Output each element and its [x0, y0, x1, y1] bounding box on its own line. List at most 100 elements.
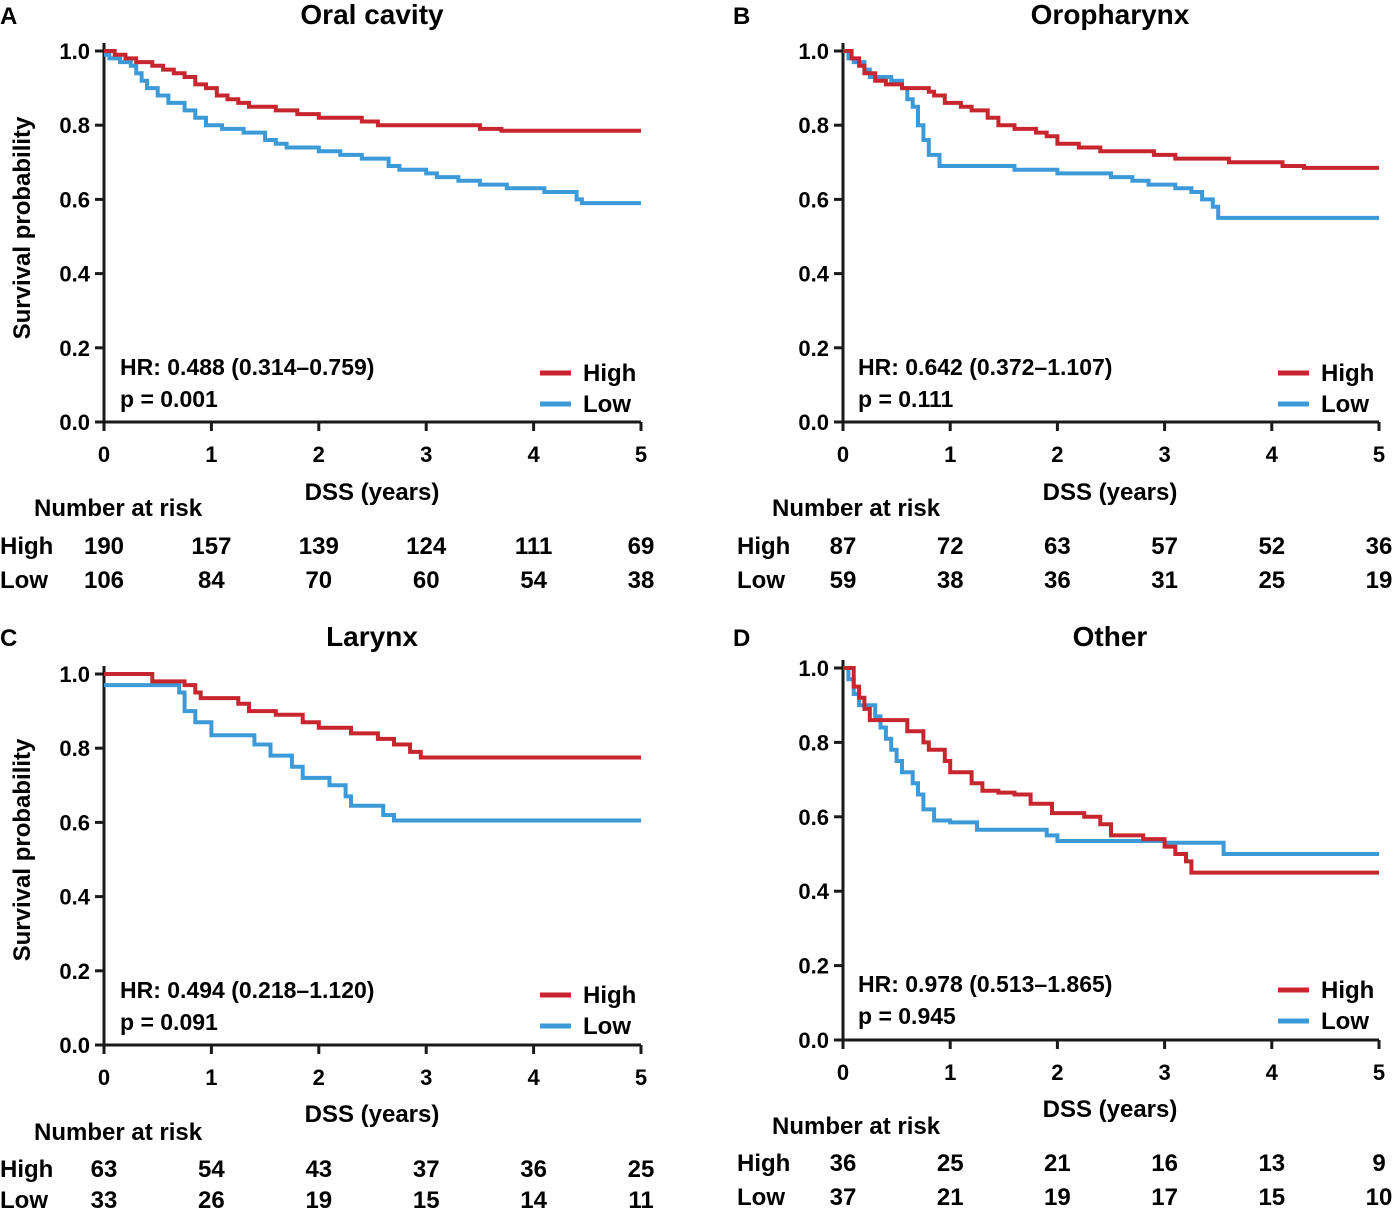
x-tick-label: 5	[635, 1065, 647, 1090]
legend-label-high: High	[1321, 977, 1374, 1004]
x-tick-label: 5	[1373, 442, 1385, 467]
risk-value-low: 36	[1044, 567, 1071, 594]
risk-value-low: 38	[937, 567, 964, 594]
y-tick-label: 0.4	[798, 879, 829, 904]
x-tick-label: 2	[313, 1065, 325, 1090]
km-curve-low	[104, 52, 641, 206]
risk-value-low: 37	[830, 1184, 857, 1211]
risk-value-low: 14	[520, 1187, 547, 1211]
x-tick-label: 4	[527, 442, 540, 467]
x-tick-label: 3	[1158, 442, 1170, 467]
x-tick-label: 4	[527, 1065, 540, 1090]
risk-value-low: 15	[413, 1187, 440, 1211]
y-tick-label: 0.2	[798, 336, 829, 361]
risk-value-low: 54	[520, 567, 547, 594]
risk-value-high: 139	[299, 533, 339, 560]
risk-value-high: 25	[937, 1150, 964, 1177]
legend-label-low: Low	[583, 391, 631, 418]
risk-row-low-label: Low	[0, 567, 48, 594]
y-tick-label: 1.0	[59, 39, 90, 64]
y-tick-label: 0.8	[798, 113, 829, 138]
y-tick-label: 0.2	[59, 336, 90, 361]
risk-value-low: 60	[413, 567, 440, 594]
y-tick-label: 0.6	[59, 187, 90, 212]
x-tick-label: 3	[1158, 1060, 1170, 1085]
legend-label-high: High	[583, 982, 636, 1009]
panel-d: D Other DSS (years) HR: 0.978 (0.513–1.8…	[733, 621, 1392, 1211]
risk-value-high: 63	[91, 1156, 118, 1183]
x-tick-label: 2	[1051, 1060, 1063, 1085]
x-axis-label: DSS (years)	[305, 1101, 440, 1128]
risk-table-title: Number at risk	[34, 495, 203, 522]
risk-value-high: 9	[1372, 1150, 1385, 1177]
km-curve-high	[104, 49, 641, 133]
y-tick-label: 0.8	[798, 730, 829, 755]
risk-value-high: 37	[413, 1156, 440, 1183]
risk-value-low: 106	[84, 567, 124, 594]
y-tick-label: 0.0	[59, 1033, 90, 1058]
x-tick-label: 1	[205, 442, 217, 467]
panel-title: Oropharynx	[1031, 0, 1190, 30]
risk-value-high: 57	[1151, 533, 1178, 560]
risk-value-low: 33	[91, 1187, 118, 1211]
risk-value-low: 11	[628, 1187, 653, 1211]
p-value-text: p = 0.001	[120, 386, 218, 412]
risk-value-low: 59	[830, 567, 857, 594]
risk-row-high-label: High	[737, 533, 790, 560]
x-tick-label: 1	[944, 1060, 956, 1085]
risk-row-high-label: High	[0, 533, 53, 560]
risk-value-low: 19	[305, 1187, 332, 1211]
p-value-text: p = 0.945	[858, 1003, 956, 1029]
legend-label-low: Low	[1321, 391, 1369, 418]
y-tick-label: 0.4	[59, 885, 90, 910]
x-tick-label: 0	[837, 1060, 849, 1085]
panel-c: C Larynx Survival probability DSS (years…	[0, 621, 654, 1211]
risk-value-low: 25	[1258, 567, 1285, 594]
hazard-ratio-text: HR: 0.494 (0.218–1.120)	[120, 977, 374, 1003]
y-tick-label: 0.4	[59, 262, 90, 287]
risk-table-title: Number at risk	[34, 1119, 203, 1146]
y-tick-label: 0.8	[59, 736, 90, 761]
risk-value-high: 36	[520, 1156, 547, 1183]
legend-label-high: High	[583, 360, 636, 387]
y-tick-label: 0.4	[798, 262, 829, 287]
x-axis-label: DSS (years)	[1043, 1096, 1178, 1123]
x-tick-label: 3	[420, 442, 432, 467]
risk-value-high: 87	[830, 533, 857, 560]
risk-value-high: 43	[305, 1156, 332, 1183]
risk-value-low: 15	[1258, 1184, 1285, 1211]
km-curve-low	[104, 683, 641, 823]
risk-value-low: 38	[628, 567, 655, 594]
risk-value-low: 26	[198, 1187, 225, 1211]
panel-b: B Oropharynx DSS (years) HR: 0.642 (0.37…	[733, 0, 1392, 594]
y-tick-label: 1.0	[798, 656, 829, 681]
km-curve-high	[843, 666, 1379, 875]
risk-value-high: 63	[1044, 533, 1071, 560]
y-axis-label: Survival probability	[9, 738, 36, 961]
x-tick-label: 1	[205, 1065, 217, 1090]
x-tick-label: 0	[98, 1065, 110, 1090]
x-tick-label: 0	[98, 442, 110, 467]
risk-value-high: 52	[1258, 533, 1285, 560]
panel-title: Larynx	[326, 621, 418, 652]
x-tick-label: 1	[944, 442, 956, 467]
risk-value-high: 13	[1258, 1150, 1285, 1177]
x-tick-label: 5	[1373, 1060, 1385, 1085]
risk-value-high: 72	[937, 533, 964, 560]
y-tick-label: 0.2	[798, 954, 829, 979]
risk-value-low: 10	[1366, 1184, 1393, 1211]
y-tick-label: 1.0	[59, 662, 90, 687]
risk-value-low: 19	[1044, 1184, 1071, 1211]
p-value-text: p = 0.091	[120, 1009, 218, 1035]
risk-row-low-label: Low	[737, 1184, 785, 1211]
y-tick-label: 0.8	[59, 113, 90, 138]
risk-value-low: 84	[198, 567, 225, 594]
hazard-ratio-text: HR: 0.642 (0.372–1.107)	[858, 354, 1112, 380]
x-tick-label: 3	[420, 1065, 432, 1090]
km-curve-high	[843, 49, 1379, 170]
y-tick-label: 0.0	[798, 410, 829, 435]
risk-value-low: 21	[937, 1184, 964, 1211]
x-tick-label: 4	[1266, 442, 1279, 467]
y-tick-label: 0.6	[798, 805, 829, 830]
